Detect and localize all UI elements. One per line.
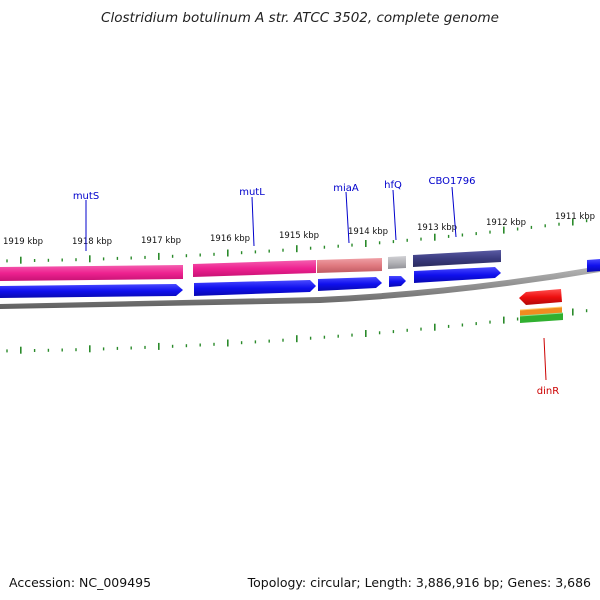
gene-label-miaA: miaA — [333, 183, 359, 194]
gene-mutL-pink — [193, 260, 316, 277]
kbp-label: 1919 kbp — [3, 237, 43, 247]
gene-label-mutL: mutL — [239, 187, 265, 198]
cds-arrow-1 — [0, 284, 183, 298]
kbp-label: 1918 kbp — [72, 237, 112, 247]
CBO1796-leader-line — [451, 186, 457, 238]
gene-miaA-salmon — [317, 258, 382, 273]
hfQ-leader-line — [392, 189, 397, 241]
gene-label-CBO1796: CBO1796 — [429, 176, 476, 187]
cds-arrow-2 — [194, 280, 316, 296]
kbp-label: 1914 kbp — [348, 227, 388, 237]
kbp-label: 1912 kbp — [486, 218, 526, 228]
gene-dinR-red — [519, 289, 562, 305]
cds-arrow-6 — [587, 259, 600, 272]
miaA-leader-line — [345, 191, 350, 244]
gene-orange-highlight — [519, 306, 563, 311]
accession-text: Accession: NC_009495 — [9, 575, 152, 590]
gene-hfQ-grey — [388, 256, 406, 269]
kbp-label: 1915 kbp — [279, 231, 319, 241]
kbp-label: 1916 kbp — [210, 234, 250, 244]
kbp-label: 1917 kbp — [141, 236, 181, 246]
kbp-label: 1913 kbp — [417, 223, 457, 233]
gene-label-hfQ: hfQ — [384, 180, 402, 191]
kbp-label: 1911 kbp — [555, 212, 595, 222]
gene-green-highlight — [519, 312, 564, 317]
cds-arrow-4 — [389, 276, 406, 287]
map-title: Clostridium botulinum A str. ATCC 3502, … — [101, 10, 499, 26]
inner-tick-row — [6, 308, 588, 354]
outer-tick-row — [6, 218, 588, 264]
gene-pink-left — [0, 265, 183, 281]
mutL-leader-line — [251, 196, 255, 247]
genome-summary-text: Topology: circular; Length: 3,886,916 bp… — [247, 575, 591, 590]
gene-label-mutS: mutS — [73, 191, 99, 202]
cds-arrow-3 — [318, 277, 382, 291]
gene-label-dinR: dinR — [537, 386, 559, 397]
cds-arrow-5 — [414, 267, 501, 283]
gene-CBO1796-navy — [413, 250, 501, 267]
genome-backbone — [0, 266, 600, 309]
dinR-leader-line — [543, 337, 547, 381]
